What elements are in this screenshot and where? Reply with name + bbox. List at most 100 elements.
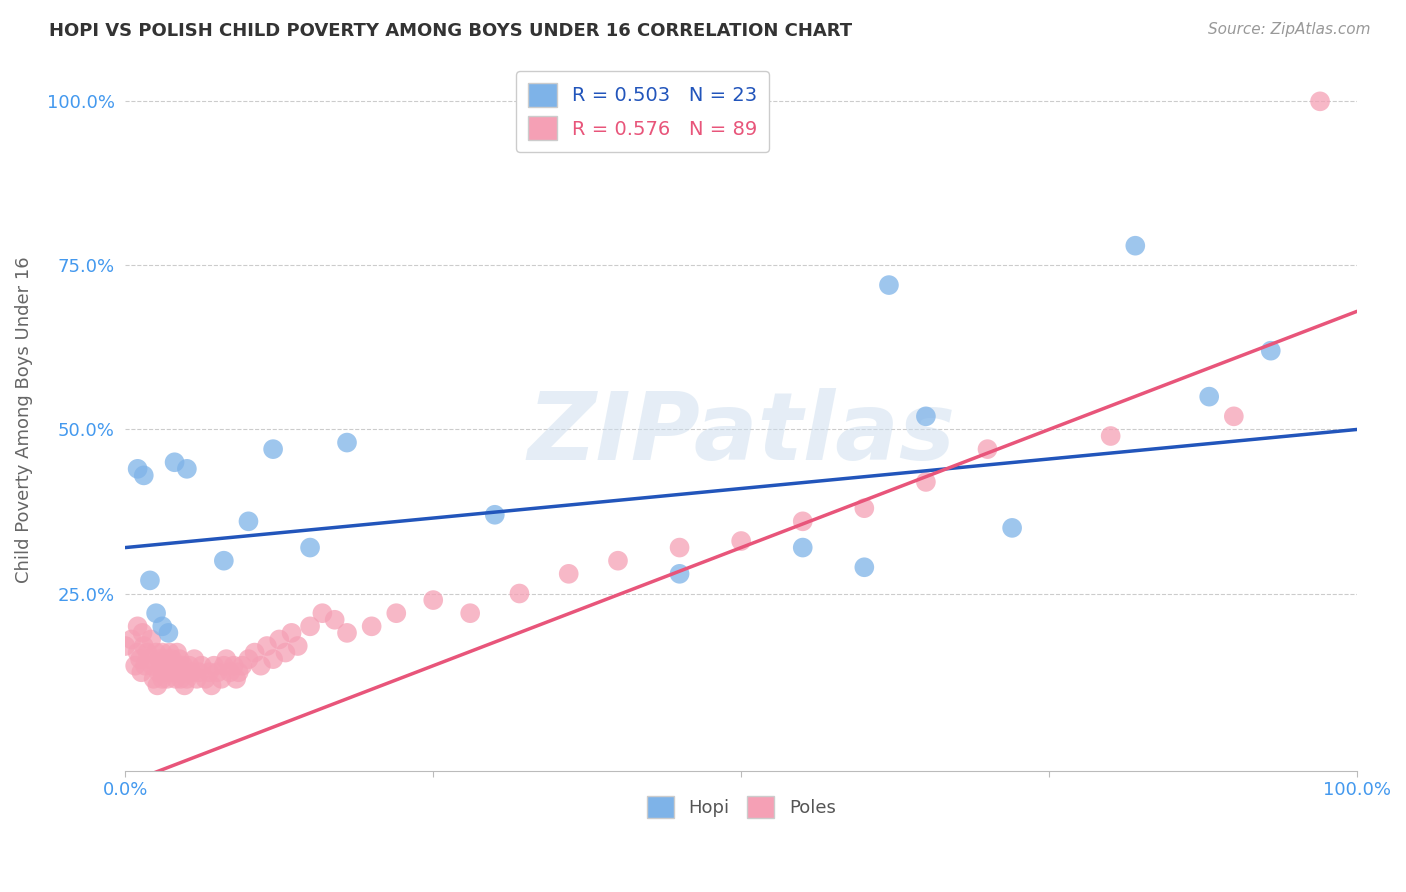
Point — [136, 646, 159, 660]
Point — [262, 442, 284, 457]
Point — [853, 501, 876, 516]
Point — [124, 658, 146, 673]
Point — [150, 658, 173, 673]
Point — [145, 606, 167, 620]
Point — [1309, 95, 1331, 109]
Point — [256, 639, 278, 653]
Point — [209, 672, 232, 686]
Point — [141, 632, 163, 647]
Legend: Hopi, Poles: Hopi, Poles — [640, 789, 844, 825]
Point — [243, 646, 266, 660]
Point — [249, 658, 271, 673]
Point — [190, 658, 212, 673]
Point — [131, 626, 153, 640]
Point — [146, 678, 169, 692]
Point — [1198, 390, 1220, 404]
Point — [153, 658, 176, 673]
Point — [188, 665, 211, 680]
Point — [336, 626, 359, 640]
Point — [170, 672, 193, 686]
Point — [915, 475, 938, 489]
Point — [132, 468, 155, 483]
Point — [169, 652, 191, 666]
Point — [299, 619, 322, 633]
Point — [150, 672, 173, 686]
Point — [163, 455, 186, 469]
Point — [1123, 238, 1146, 252]
Point — [484, 508, 506, 522]
Point — [114, 639, 136, 653]
Point — [200, 678, 222, 692]
Point — [149, 652, 172, 666]
Point — [127, 619, 149, 633]
Point — [668, 566, 690, 581]
Point — [198, 665, 221, 680]
Point — [186, 672, 208, 686]
Point — [262, 652, 284, 666]
Point — [231, 658, 253, 673]
Point — [877, 278, 900, 293]
Point — [165, 672, 187, 686]
Point — [139, 652, 162, 666]
Point — [730, 534, 752, 549]
Point — [607, 554, 630, 568]
Point — [139, 574, 162, 588]
Point — [194, 672, 217, 686]
Point — [179, 658, 201, 673]
Point — [668, 541, 690, 555]
Point — [1001, 521, 1024, 535]
Point — [127, 646, 149, 660]
Point — [159, 646, 181, 660]
Point — [228, 665, 250, 680]
Point — [150, 619, 173, 633]
Point — [174, 665, 197, 680]
Point — [166, 646, 188, 660]
Point — [792, 541, 814, 555]
Point — [121, 632, 143, 647]
Point — [269, 632, 291, 647]
Point — [1099, 429, 1122, 443]
Point — [157, 626, 180, 640]
Point — [176, 462, 198, 476]
Point — [219, 665, 242, 680]
Point — [170, 665, 193, 680]
Point — [132, 639, 155, 653]
Point — [142, 672, 165, 686]
Point — [222, 658, 245, 673]
Point — [160, 658, 183, 673]
Point — [176, 672, 198, 686]
Point — [274, 646, 297, 660]
Point — [853, 560, 876, 574]
Point — [180, 665, 202, 680]
Point — [150, 646, 173, 660]
Point — [976, 442, 998, 457]
Text: Source: ZipAtlas.com: Source: ZipAtlas.com — [1208, 22, 1371, 37]
Text: HOPI VS POLISH CHILD POVERTY AMONG BOYS UNDER 16 CORRELATION CHART: HOPI VS POLISH CHILD POVERTY AMONG BOYS … — [49, 22, 852, 40]
Point — [141, 658, 163, 673]
Point — [280, 626, 302, 640]
Point — [385, 606, 408, 620]
Point — [557, 566, 579, 581]
Point — [422, 593, 444, 607]
Point — [167, 658, 190, 673]
Point — [157, 665, 180, 680]
Point — [202, 658, 225, 673]
Point — [215, 652, 238, 666]
Point — [212, 554, 235, 568]
Point — [127, 462, 149, 476]
Point — [173, 678, 195, 692]
Point — [207, 665, 229, 680]
Point — [311, 606, 333, 620]
Point — [155, 652, 177, 666]
Point — [238, 514, 260, 528]
Text: ZIPatlas: ZIPatlas — [527, 388, 955, 480]
Point — [152, 665, 174, 680]
Point — [458, 606, 481, 620]
Point — [360, 619, 382, 633]
Point — [145, 646, 167, 660]
Point — [287, 639, 309, 653]
Point — [156, 672, 179, 686]
Point — [183, 652, 205, 666]
Point — [160, 652, 183, 666]
Y-axis label: Child Poverty Among Boys Under 16: Child Poverty Among Boys Under 16 — [15, 256, 32, 582]
